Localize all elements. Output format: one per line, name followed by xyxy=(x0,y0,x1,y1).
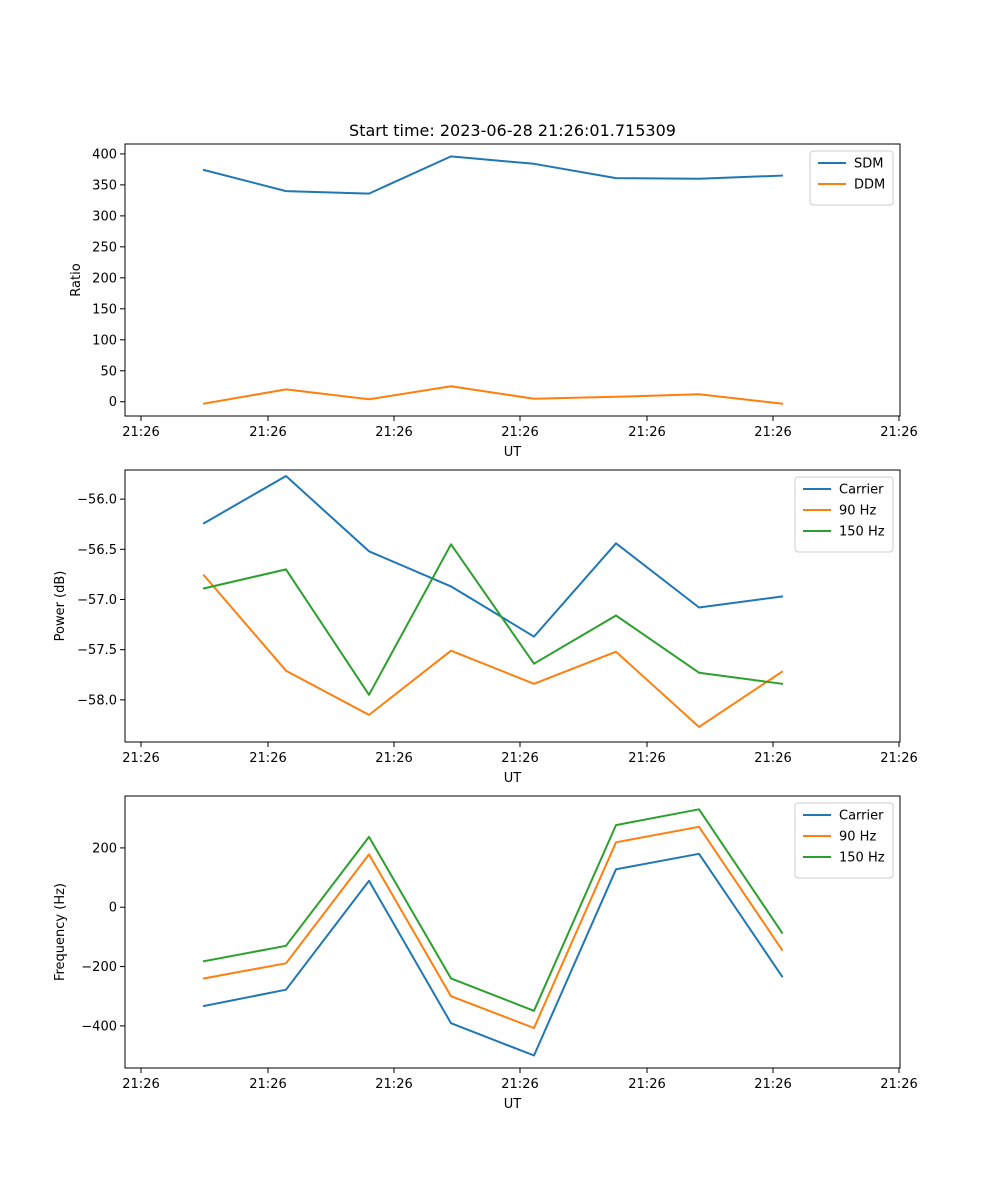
ratio-legend-box xyxy=(809,150,894,206)
frequency-legend-label: Carrier xyxy=(839,809,884,824)
ratio-y-tick-label: 0 xyxy=(109,395,117,410)
ratio-y-tick-label: 100 xyxy=(92,333,117,348)
frequency-x-tick-label: 21:26 xyxy=(628,1077,665,1092)
frequency-x-axis-label: UT xyxy=(504,1097,522,1112)
ratio-x-axis-label: UT xyxy=(504,445,522,460)
power-series-line-90-hz xyxy=(202,573,784,728)
power-x-tick-label: 21:26 xyxy=(249,751,286,766)
power-series-line-150-hz xyxy=(202,543,784,696)
ratio-x-tick-label: 21:26 xyxy=(122,425,159,440)
ratio-x-tick-label: 21:26 xyxy=(501,425,538,440)
power-legend: Carrier 90 Hz 150 Hz xyxy=(794,476,894,553)
frequency-y-tick-label: 200 xyxy=(92,841,117,856)
power-y-tick-label: −57.0 xyxy=(77,593,117,608)
power-y-tick-label: −58.0 xyxy=(77,693,117,708)
power-legend-box xyxy=(794,476,894,553)
power-x-tick-label: 21:26 xyxy=(122,751,159,766)
frequency-x-tick-label: 21:26 xyxy=(122,1077,159,1092)
frequency-x-tick-label: 21:26 xyxy=(249,1077,286,1092)
frequency-legend-label: 150 Hz xyxy=(839,851,885,866)
frequency-series-line-carrier xyxy=(202,852,784,1057)
frequency-series-line-150-hz xyxy=(202,808,784,1012)
power-series-line-carrier xyxy=(202,475,784,638)
power-x-tick-label: 21:26 xyxy=(880,751,917,766)
ratio-legend-label: SDM xyxy=(854,157,883,172)
frequency-y-axis-label: Frequency (Hz) xyxy=(53,883,68,981)
ratio-y-tick-label: 250 xyxy=(92,240,117,255)
power-x-axis-label: UT xyxy=(504,771,522,786)
frequency-y-tick-label: 0 xyxy=(109,901,117,916)
ratio-x-tick-label: 21:26 xyxy=(375,425,412,440)
power-legend-label: 150 Hz xyxy=(839,525,885,540)
ratio-y-tick-label: 350 xyxy=(92,178,117,193)
ratio-y-tick-label: 150 xyxy=(92,302,117,317)
power-y-axis-label: Power (dB) xyxy=(53,571,68,642)
frequency-series-line-90-hz xyxy=(202,825,784,1029)
power-y-tick-label: −57.5 xyxy=(77,643,117,658)
ratio-axes-frame xyxy=(124,143,901,417)
frequency-x-tick-label: 21:26 xyxy=(375,1077,412,1092)
frequency-panel: 21:26 21:26 21:26 21:26 21:26 21:26 21:26 200 0 −… xyxy=(53,795,918,1112)
ratio-y-axis-label: Ratio xyxy=(69,263,84,296)
ratio-y-tick-label: 50 xyxy=(100,364,117,379)
ratio-x-tick-label: 21:26 xyxy=(754,425,791,440)
ratio-x-tick-label: 21:26 xyxy=(249,425,286,440)
frequency-legend: Carrier 90 Hz 150 Hz xyxy=(794,802,894,879)
frequency-legend-label: 90 Hz xyxy=(839,830,876,845)
frequency-x-tick-label: 21:26 xyxy=(754,1077,791,1092)
frequency-x-tick-label: 21:26 xyxy=(501,1077,538,1092)
power-x-tick-label: 21:26 xyxy=(754,751,791,766)
figure-title: Start time: 2023-06-28 21:26:01.715309 xyxy=(349,121,676,140)
power-legend-label: Carrier xyxy=(839,483,884,498)
ratio-y-tick-label: 400 xyxy=(92,147,117,162)
ratio-series-line-sdm xyxy=(202,155,784,195)
ratio-x-tick-label: 21:26 xyxy=(880,425,917,440)
ratio-legend-label: DDM xyxy=(854,178,885,193)
power-x-tick-label: 21:26 xyxy=(375,751,412,766)
power-y-tick-label: −56.5 xyxy=(77,543,117,558)
frequency-axes-frame xyxy=(124,795,901,1069)
frequency-y-tick-label: −400 xyxy=(81,1019,117,1034)
frequency-y-tick-label: −200 xyxy=(81,960,117,975)
power-axes-frame xyxy=(124,469,901,743)
ratio-panel: 21:26 21:26 21:26 21:26 21:26 21:26 21:26 0 50 10… xyxy=(69,143,918,460)
power-x-tick-label: 21:26 xyxy=(501,751,538,766)
frequency-legend-box xyxy=(794,802,894,879)
power-y-tick-label: −56.0 xyxy=(77,493,117,508)
power-panel: 21:26 21:26 21:26 21:26 21:26 21:26 21:26 −56.0… xyxy=(53,469,918,786)
ratio-y-tick-label: 300 xyxy=(92,209,117,224)
ratio-series-line-ddm xyxy=(202,385,784,405)
ratio-legend: SDM DDM xyxy=(809,150,894,206)
frequency-x-tick-label: 21:26 xyxy=(880,1077,917,1092)
power-legend-label: 90 Hz xyxy=(839,504,876,519)
ratio-y-tick-label: 200 xyxy=(92,271,117,286)
power-x-tick-label: 21:26 xyxy=(628,751,665,766)
ratio-x-tick-label: 21:26 xyxy=(628,425,665,440)
